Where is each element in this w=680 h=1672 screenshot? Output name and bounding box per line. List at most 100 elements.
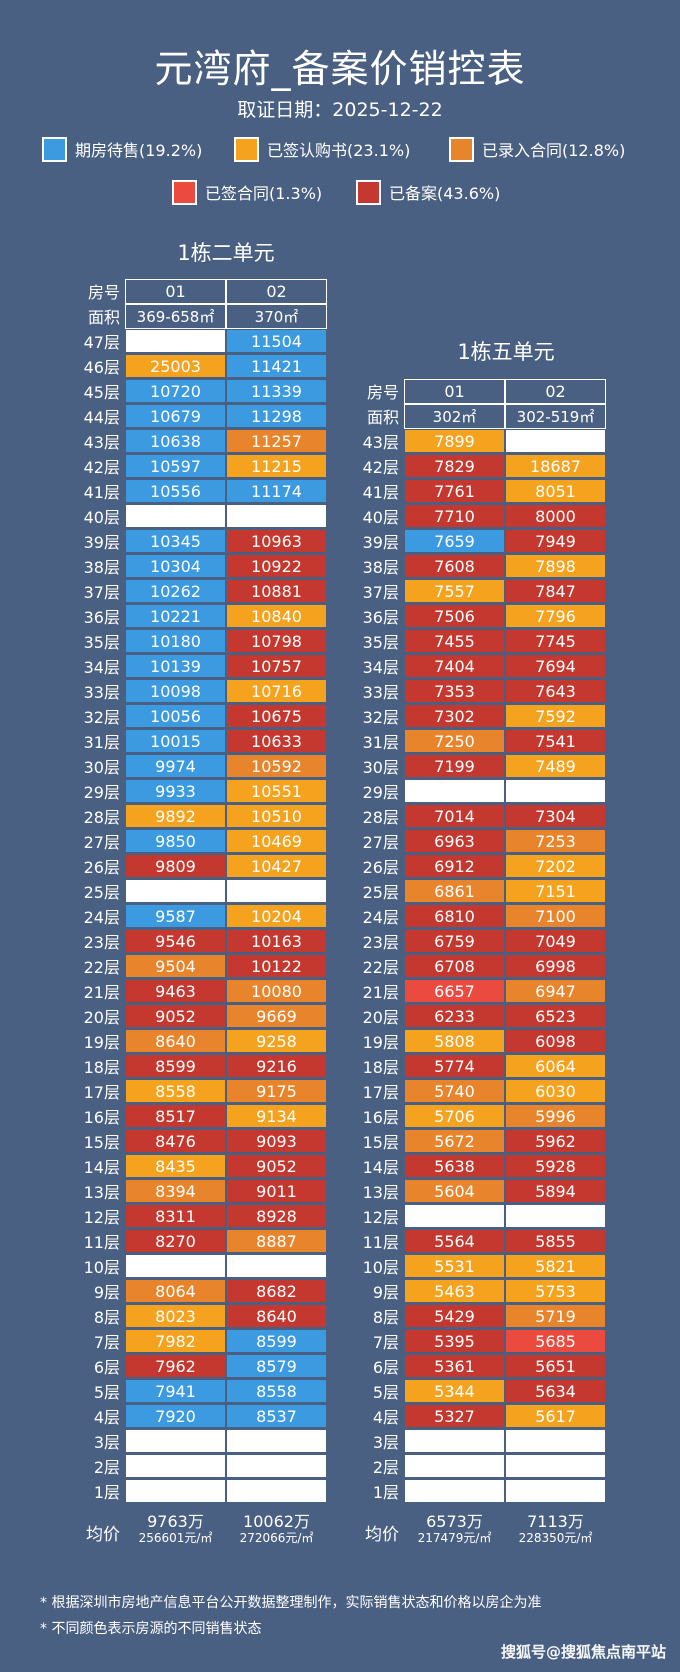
- empty-unit-cell: [404, 779, 505, 803]
- floor-label: 21层: [83, 983, 120, 1002]
- floor-label: 15层: [83, 1133, 120, 1152]
- floor-label: 32层: [83, 708, 120, 727]
- unit-price-cell: 10716: [226, 679, 327, 703]
- floor-label: 9层: [372, 1283, 399, 1302]
- unit-price-cell: 8476: [125, 1129, 226, 1153]
- legend-swatch: [234, 136, 259, 162]
- unit-price-cell: 11339: [226, 379, 327, 403]
- unit-price-cell: 10510: [226, 804, 327, 828]
- unit-price-cell: 7592: [505, 704, 606, 728]
- average-price: 10062万 272066元/㎡: [226, 1513, 327, 1546]
- floor-label: 20层: [83, 1008, 120, 1027]
- unit-price-cell: 7745: [505, 629, 606, 653]
- room-area: 302㎡: [404, 404, 505, 429]
- empty-unit-cell: [226, 1429, 327, 1453]
- floor-label: 37层: [83, 583, 120, 602]
- unit-price-cell: 6098: [505, 1029, 606, 1053]
- unit-price-cell: 8517: [125, 1104, 226, 1128]
- floor-label: 42层: [362, 458, 399, 477]
- empty-unit-cell: [404, 1454, 505, 1478]
- unit-price-cell: 7353: [404, 679, 505, 703]
- unit-price-cell: 6233: [404, 1004, 505, 1028]
- unit-price-cell: 8537: [226, 1404, 327, 1428]
- unit-price-cell: 9546: [125, 929, 226, 953]
- floor-label: 23层: [362, 933, 399, 952]
- floor-label: 33层: [83, 683, 120, 702]
- unit-price-cell: 9258: [226, 1029, 327, 1053]
- page-title: 元湾府_备案价销控表: [154, 47, 526, 91]
- unit-price-cell: 7608: [404, 554, 505, 578]
- unit-price-cell: 7202: [505, 854, 606, 878]
- floor-label: 7层: [372, 1333, 399, 1352]
- room-number: 01: [125, 279, 226, 304]
- empty-unit-cell: [404, 1479, 505, 1503]
- unit-price-cell: 8599: [125, 1054, 226, 1078]
- unit-price-cell: 10304: [125, 554, 226, 578]
- unit-price-cell: 10963: [226, 529, 327, 553]
- floor-label: 13层: [362, 1183, 399, 1202]
- unit-price-cell: 10015: [125, 729, 226, 753]
- unit-price-cell: 10757: [226, 654, 327, 678]
- unit-price-cell: 10720: [125, 379, 226, 403]
- floor-label: 30层: [83, 758, 120, 777]
- floor-label: 16层: [83, 1108, 120, 1127]
- floor-label: 27层: [362, 833, 399, 852]
- unit-price-cell: 7489: [505, 754, 606, 778]
- floor-label: 10层: [362, 1258, 399, 1277]
- floor-label: 42层: [83, 458, 120, 477]
- unit-price-cell: 7920: [125, 1404, 226, 1428]
- floor-label: 16层: [362, 1108, 399, 1127]
- floor-label: 43层: [83, 433, 120, 452]
- unit-price-cell: 6861: [404, 879, 505, 903]
- average-unit-price: 217479元/㎡: [417, 1531, 492, 1545]
- unit-price-cell: 6657: [404, 979, 505, 1003]
- room-number: 02: [505, 379, 606, 404]
- unit-price-cell: 10675: [226, 704, 327, 728]
- unit-price-cell: 6523: [505, 1004, 606, 1028]
- empty-unit-cell: [505, 1204, 606, 1228]
- unit-price-cell: 6064: [505, 1054, 606, 1078]
- unit-price-cell: 6810: [404, 904, 505, 928]
- legend-label: 已备案(43.6%): [389, 184, 501, 203]
- unit-price-cell: 11298: [226, 404, 327, 428]
- floor-label: 35层: [362, 633, 399, 652]
- unit-price-cell: 8064: [125, 1279, 226, 1303]
- unit-price-cell: 10638: [125, 429, 226, 453]
- average-price: 7113万 228350元/㎡: [505, 1513, 606, 1546]
- legend-swatch: [356, 179, 381, 205]
- empty-unit-cell: [404, 1204, 505, 1228]
- floor-label: 15层: [362, 1133, 399, 1152]
- unit-price-cell: 8051: [505, 479, 606, 503]
- empty-unit-cell: [125, 1454, 226, 1478]
- unit-price-cell: 5604: [404, 1179, 505, 1203]
- unit-price-cell: 5894: [505, 1179, 606, 1203]
- unit-price-cell: 11421: [226, 354, 327, 378]
- unit-price-cell: 10798: [226, 629, 327, 653]
- empty-unit-cell: [125, 879, 226, 903]
- unit-price-cell: 8640: [125, 1029, 226, 1053]
- empty-unit-cell: [125, 1429, 226, 1453]
- floor-label: 36层: [362, 608, 399, 627]
- average-total: 6573万: [426, 1512, 483, 1531]
- legend-label: 期房待售(19.2%): [75, 141, 203, 160]
- unit-price-cell: 11504: [226, 329, 327, 353]
- unit-price-cell: 7253: [505, 829, 606, 853]
- floor-label: 39层: [83, 533, 120, 552]
- legend-swatch: [172, 179, 197, 205]
- legend-label: 已签合同(1.3%): [205, 184, 323, 203]
- floor-label: 29层: [83, 783, 120, 802]
- unit-price-cell: 6947: [505, 979, 606, 1003]
- floor-label: 1层: [93, 1483, 120, 1502]
- unit-price-cell: 9052: [226, 1154, 327, 1178]
- unit-price-cell: 5531: [404, 1254, 505, 1278]
- unit-price-cell: 7982: [125, 1329, 226, 1353]
- floor-label: 2层: [93, 1458, 120, 1477]
- unit-price-cell: 7847: [505, 579, 606, 603]
- unit-price-cell: 5429: [404, 1304, 505, 1328]
- unit-price-cell: 10180: [125, 629, 226, 653]
- empty-unit-cell: [226, 1479, 327, 1503]
- floor-label: 18层: [83, 1058, 120, 1077]
- unit-price-cell: 10262: [125, 579, 226, 603]
- unit-price-cell: 10056: [125, 704, 226, 728]
- note-source: * 根据深圳市房地产信息平台公开数据整理制作，实际销售状态和价格以房企为准: [40, 1595, 542, 1611]
